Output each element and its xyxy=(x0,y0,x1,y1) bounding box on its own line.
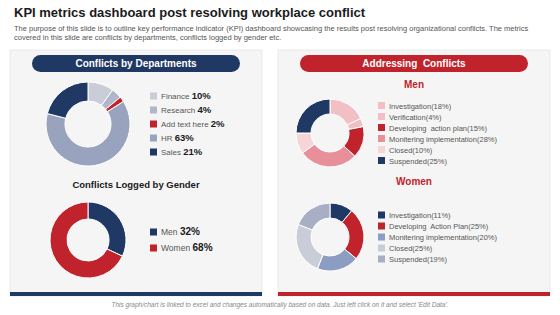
slice-label: Developing Action Plan(25%) xyxy=(389,222,489,231)
label-swatch xyxy=(378,245,385,252)
chart-title: Conflicts by Departments xyxy=(75,58,197,69)
chart-title: Conflicts Logged by Gender xyxy=(72,179,200,190)
slice-label: Monitering implementation(28%) xyxy=(389,135,497,144)
title: KPI metrics dashboard post resolving wor… xyxy=(14,5,366,20)
category-label: Suspended xyxy=(389,255,427,264)
donut-slice xyxy=(296,99,330,133)
donut-slice xyxy=(47,82,88,118)
category-label: Finance xyxy=(161,92,190,101)
data-label: 21% xyxy=(183,146,203,157)
label-swatch xyxy=(378,234,385,241)
panel xyxy=(10,50,262,296)
category-label: Closed xyxy=(389,146,412,155)
panel-bar xyxy=(10,292,262,296)
label-swatch xyxy=(150,135,157,142)
slice-label: Research 4% xyxy=(161,104,212,115)
data-label: 68% xyxy=(193,242,213,253)
label-swatch xyxy=(150,149,157,156)
header-pill xyxy=(300,55,528,72)
data-label: (25%) xyxy=(427,157,448,166)
label-swatch xyxy=(378,212,385,219)
category-label: Sales xyxy=(161,148,181,157)
label-swatch xyxy=(378,223,385,230)
donut-slice xyxy=(50,202,122,278)
category-label: Men xyxy=(161,227,178,237)
category-label: Women xyxy=(161,243,190,253)
footnote: This graph/chart is linked to excel and … xyxy=(111,301,448,309)
data-label: (4%) xyxy=(426,113,442,122)
dashboard: KPI metrics dashboard post resolving wor… xyxy=(0,0,560,315)
data-label: (19%) xyxy=(427,255,448,264)
label-swatch xyxy=(378,146,385,153)
slice-label: HR 63% xyxy=(161,132,194,143)
category-label: Monitering implementation xyxy=(389,135,477,144)
label-swatch xyxy=(378,113,385,120)
slice-label: Suspended(19%) xyxy=(389,255,447,264)
label-swatch xyxy=(150,229,157,236)
category-label: Monitering implementation xyxy=(389,233,477,242)
label-swatch xyxy=(150,93,157,100)
data-label: 4% xyxy=(197,104,211,115)
panel-bar xyxy=(278,292,550,296)
category-label: Investigation xyxy=(389,102,431,111)
slice-label: Women 68% xyxy=(161,242,213,253)
category-label: Developing Action Plan xyxy=(389,222,468,231)
slice-label: Verification(4%) xyxy=(389,113,442,122)
data-label: (11%) xyxy=(431,211,451,220)
data-label: (18%) xyxy=(431,102,452,111)
label-swatch xyxy=(150,107,157,114)
panel xyxy=(278,50,550,296)
slice-label: Investigation(18%) xyxy=(389,102,452,111)
donut-slice xyxy=(317,249,356,271)
data-label: (15%) xyxy=(467,124,488,133)
label-swatch xyxy=(150,121,157,128)
header-pill xyxy=(32,55,240,72)
chart-title: Men xyxy=(404,79,424,90)
donut-chart: Women Investigation(11%) Developing Action… xyxy=(296,176,497,271)
label-swatch xyxy=(150,245,157,252)
category-label: Developing action plan xyxy=(389,124,467,133)
slice-label: Add text here 2% xyxy=(161,118,225,129)
label-swatch xyxy=(378,135,385,142)
data-label: (25%) xyxy=(412,244,433,253)
category-label: Suspended xyxy=(389,157,427,166)
subtitle: The purpose of this slide is to outline … xyxy=(14,24,546,42)
slice-label: Suspended(25%) xyxy=(389,157,447,166)
label-swatch xyxy=(378,124,385,131)
data-label: (28%) xyxy=(477,135,498,144)
data-label: 10% xyxy=(192,90,212,101)
slice-label: Men 32% xyxy=(161,226,200,237)
category-label: Add text here xyxy=(161,120,209,129)
donut-chart: Conflicts by Departments Finance 10% Resea… xyxy=(46,58,225,167)
chart-title: Women xyxy=(396,176,432,187)
data-label: (20%) xyxy=(477,233,498,242)
label-swatch xyxy=(378,157,385,164)
category-label: Investigation xyxy=(389,211,431,220)
slice-label: Finance 10% xyxy=(161,90,211,101)
donut-chart: Conflicts Logged by Gender Men 32% Women 6… xyxy=(50,179,213,278)
slice-label: Monitering implementation(20%) xyxy=(389,233,497,242)
label-swatch xyxy=(378,102,385,109)
donut-slice xyxy=(88,202,126,256)
data-label: (25%) xyxy=(468,222,489,231)
slice-label: Investigation(11%) xyxy=(389,211,451,220)
data-label: (10%) xyxy=(412,146,433,155)
category-label: HR xyxy=(161,134,173,143)
data-label: 32% xyxy=(180,226,200,237)
donut-slice xyxy=(296,133,315,153)
panel-header: Addressing Conflicts xyxy=(362,58,466,69)
category-label: Verification xyxy=(389,113,426,122)
data-label: 63% xyxy=(175,132,195,143)
category-label: Research xyxy=(161,106,195,115)
slice-label: Sales 21% xyxy=(161,146,203,157)
donut-slice xyxy=(296,224,323,268)
slice-label: Closed(10%) xyxy=(389,146,433,155)
category-label: Closed xyxy=(389,244,412,253)
label-swatch xyxy=(378,256,385,263)
donut-chart: Men Investigation(18%) Verification(4%) Dev… xyxy=(296,79,497,167)
donut-slice xyxy=(298,203,330,230)
slice-label: Closed(25%) xyxy=(389,244,433,253)
data-label: 2% xyxy=(211,118,225,129)
slice-label: Developing action plan(15%) xyxy=(389,124,487,133)
